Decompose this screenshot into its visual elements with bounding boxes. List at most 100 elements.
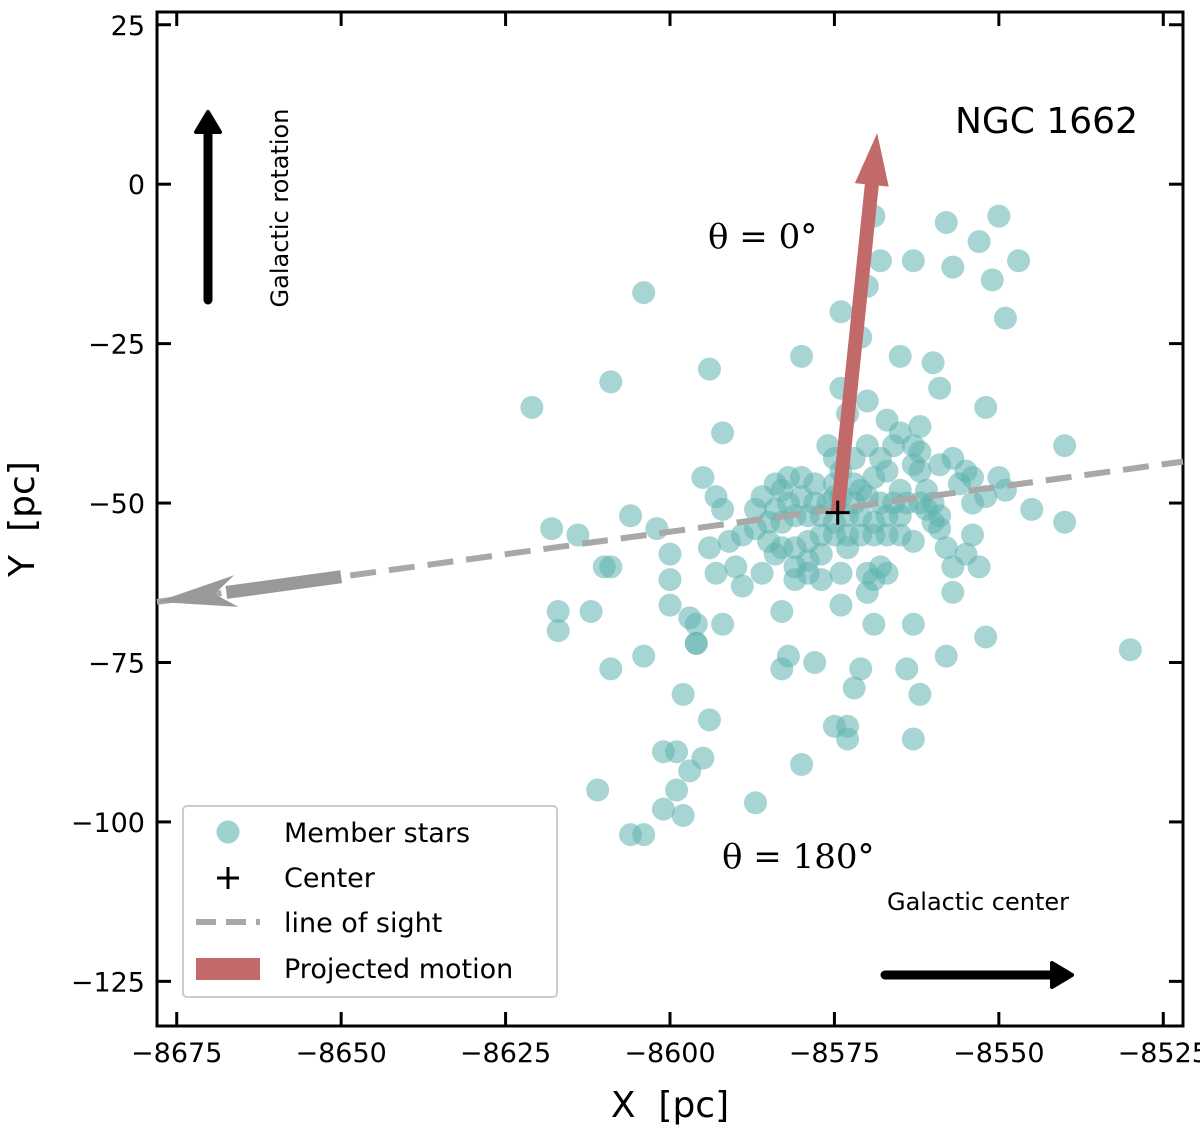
member-star: [803, 650, 827, 674]
chart-title: NGC 1662: [955, 101, 1138, 142]
member-star: [855, 580, 879, 604]
member-star: [934, 644, 958, 668]
legend-member-label: Member stars: [284, 818, 470, 849]
member-star: [987, 466, 1011, 490]
member-star: [862, 612, 886, 636]
member-star: [901, 727, 925, 751]
y-axis-label: Y [pc]: [2, 461, 43, 578]
member-star: [651, 740, 675, 764]
member-star: [711, 421, 735, 445]
member-star: [849, 657, 873, 681]
y-tick-label: −25: [88, 330, 145, 361]
member-star: [546, 619, 570, 643]
projected-motion-head: [854, 133, 889, 187]
member-star: [744, 791, 767, 815]
member-star: [770, 599, 794, 623]
member-star: [546, 599, 570, 623]
member-star: [651, 797, 675, 821]
y-tick-label: −75: [88, 648, 145, 679]
y-tick-label: −50: [88, 489, 145, 520]
member-star: [684, 612, 708, 636]
legend-los-label: line of sight: [284, 908, 442, 939]
member-star: [809, 568, 833, 592]
member-star: [632, 644, 656, 668]
member-star: [579, 599, 603, 623]
member-star: [691, 466, 715, 490]
theta-180-label: θ = 180°: [722, 837, 874, 877]
projected-motion-shaft: [830, 178, 880, 514]
member-star: [875, 408, 899, 432]
legend-motion-marker: [196, 958, 260, 980]
member-star: [829, 561, 853, 585]
member-star: [836, 714, 860, 738]
member-star: [658, 542, 682, 566]
projected-motion: [830, 133, 889, 514]
member-star: [868, 249, 892, 273]
member-star: [783, 568, 807, 592]
member-star: [987, 204, 1011, 228]
galactic-rotation-arrow: [194, 110, 222, 305]
member-star: [790, 344, 814, 368]
y-tick-label: 0: [128, 170, 145, 201]
member-star: [770, 478, 794, 502]
legend-motion-label: Projected motion: [284, 954, 513, 985]
member-star: [888, 478, 912, 502]
member-star: [829, 300, 853, 324]
member-star: [790, 753, 814, 777]
member-star: [941, 580, 965, 604]
member-stars: [520, 204, 1142, 847]
member-star: [599, 370, 623, 394]
member-star: [921, 351, 945, 375]
x-tick-label: −8550: [953, 1038, 1044, 1069]
member-star: [882, 434, 906, 458]
legend-frame: [182, 805, 558, 998]
y-tick-label: −100: [71, 808, 145, 839]
line-of-sight-arrow-shaft: [225, 570, 343, 599]
member-star: [770, 657, 794, 681]
member-star: [974, 395, 998, 419]
member-star: [645, 517, 669, 541]
member-star: [901, 249, 925, 273]
member-star: [849, 478, 873, 502]
member-star: [671, 804, 695, 828]
member-star: [1007, 249, 1031, 273]
member-star: [697, 357, 721, 381]
member-star: [586, 778, 610, 802]
member-star: [599, 555, 623, 579]
member-star: [895, 657, 919, 681]
x-tick-label: −8600: [624, 1038, 715, 1069]
member-star: [941, 255, 965, 279]
theta-0-label: θ = 0°: [708, 217, 817, 257]
member-star: [540, 517, 564, 541]
member-star: [908, 415, 932, 439]
member-star: [974, 625, 998, 649]
x-tick-label: −8625: [460, 1038, 551, 1069]
galactic-center-label: Galactic center: [887, 888, 1069, 916]
member-star: [520, 395, 544, 419]
member-star: [908, 440, 932, 464]
line-of-sight-arrow-head: [157, 575, 239, 607]
legend-member-marker: [216, 820, 240, 844]
member-star: [934, 536, 958, 560]
legend-center-marker: [217, 867, 239, 889]
member-star: [901, 612, 925, 636]
member-star: [855, 389, 879, 413]
galactic-rotation-label: Galactic rotation: [266, 109, 294, 308]
member-star: [711, 497, 735, 521]
x-tick-label: −8525: [1118, 1038, 1200, 1069]
member-star: [697, 536, 721, 560]
member-star: [888, 344, 912, 368]
member-star: [665, 778, 689, 802]
member-star: [632, 281, 656, 305]
member-star: [901, 529, 925, 553]
member-star: [928, 376, 952, 400]
member-star: [717, 529, 741, 553]
y-tick-label: −125: [71, 967, 145, 998]
y-axis: 25 0 −25 −50 −75 −100 −125: [71, 11, 1183, 998]
member-star: [691, 746, 715, 770]
member-star: [1020, 497, 1044, 521]
member-star: [763, 542, 787, 566]
member-star: [934, 210, 958, 234]
member-star: [684, 631, 708, 655]
center-marker: [825, 500, 850, 525]
